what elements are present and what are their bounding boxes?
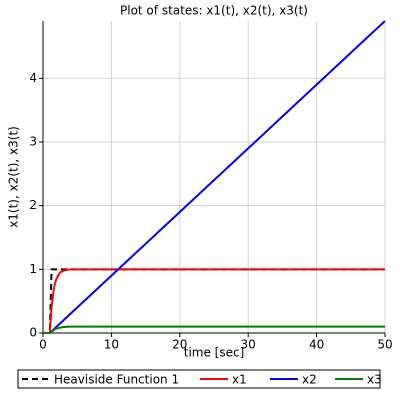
x-tick-label: 30 [241, 338, 256, 352]
y-tick-label: 3 [29, 134, 37, 148]
x-tick-label: 50 [377, 338, 392, 352]
legend-box [17, 369, 381, 389]
y-tick-label: 0 [29, 326, 37, 340]
x-tick-label: 10 [104, 338, 119, 352]
y-axis-label: x1(t), x2(t), x3(t) [7, 126, 21, 228]
chart-title: Plot of states: x1(t), x2(t), x3(t) [120, 4, 308, 18]
legend-label: x2 [302, 373, 317, 387]
legend-label: x1 [232, 373, 247, 387]
legend-label: Heaviside Function 1 [54, 373, 179, 387]
series-line [43, 268, 385, 334]
y-tick-label: 1 [29, 262, 37, 276]
series-line [43, 268, 385, 334]
x-tick-label: 0 [39, 338, 47, 352]
series-line [43, 20, 386, 334]
legend-label: x3 [367, 373, 382, 387]
x-tick-label: 20 [172, 338, 187, 352]
x-axis-label: time [sec] [184, 346, 245, 360]
x-tick-label: 40 [309, 338, 324, 352]
y-tick-label: 2 [29, 198, 37, 212]
y-tick-label: 4 [29, 71, 37, 85]
series-line [43, 325, 385, 334]
